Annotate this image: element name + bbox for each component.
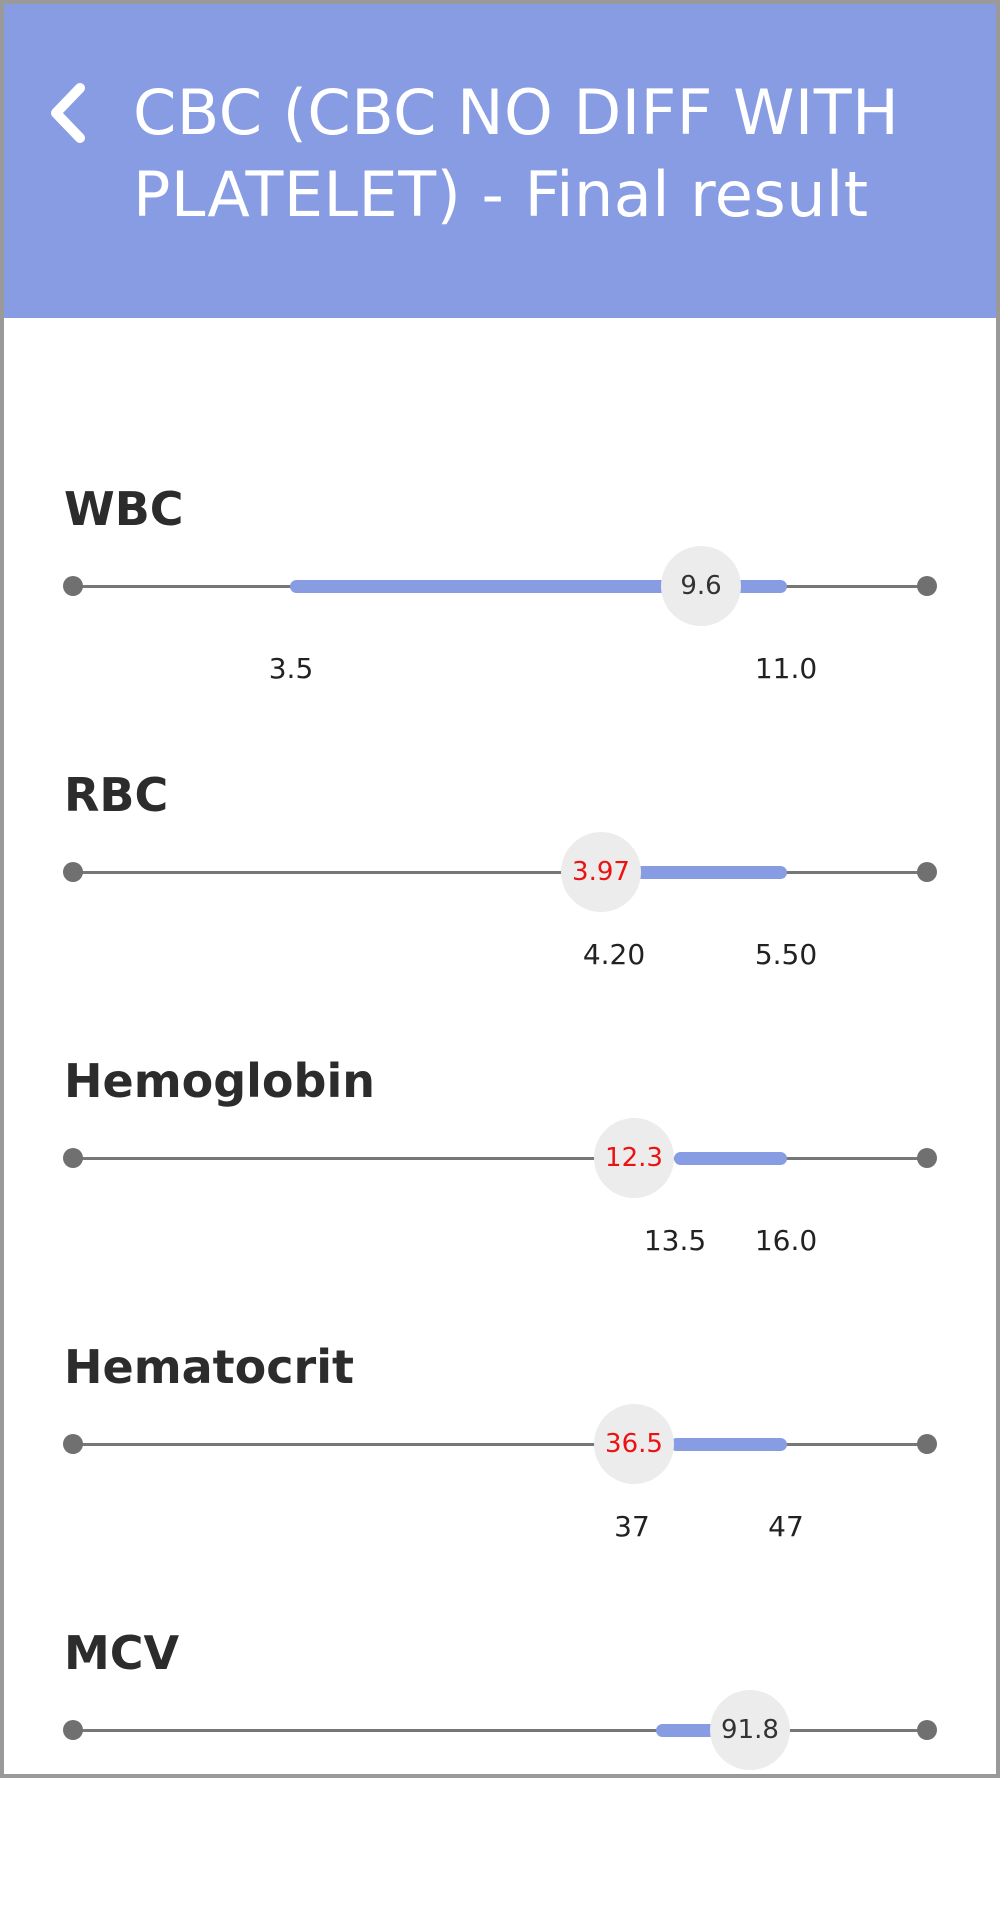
range-low-label: 3.5 — [268, 652, 314, 685]
track-start-dot — [63, 576, 83, 596]
result-name: MCV — [64, 1626, 180, 1680]
range-track — [73, 1443, 927, 1446]
range-track — [73, 1729, 927, 1732]
result-row-hematocrit: Hematocrit 36.5 37 47 — [0, 1340, 1000, 1626]
app-header: CBC (CBC NO DIFF WITH PLATELET) - Final … — [0, 0, 1000, 318]
page-title: CBC (CBC NO DIFF WITH PLATELET) - Final … — [133, 76, 900, 231]
range-high-label: 5.50 — [754, 938, 818, 971]
result-row-hemoglobin: Hemoglobin 12.3 13.5 16.0 — [0, 1054, 1000, 1340]
value-bubble: 36.5 — [594, 1404, 674, 1484]
range-low-label: 13.5 — [643, 1224, 707, 1257]
result-name: Hematocrit — [64, 1340, 354, 1394]
track-end-dot — [917, 1434, 937, 1454]
normal-range-bar — [674, 1152, 787, 1165]
result-row-rbc: RBC 3.97 4.20 5.50 — [0, 768, 1000, 1054]
value-bubble: 12.3 — [594, 1118, 674, 1198]
value-bubble: 91.8 — [710, 1690, 790, 1770]
range-low-label: 4.20 — [582, 938, 646, 971]
track-end-dot — [917, 1148, 937, 1168]
result-name: WBC — [64, 482, 184, 536]
range-track — [73, 1157, 927, 1160]
track-start-dot — [63, 1720, 83, 1740]
value-bubble: 9.6 — [661, 546, 741, 626]
result-row-wbc: WBC 9.6 3.5 11.0 — [0, 482, 1000, 768]
result-name: Hemoglobin — [64, 1054, 375, 1108]
back-button[interactable] — [44, 78, 104, 148]
normal-range-bar — [615, 866, 787, 879]
range-high-label: 16.0 — [754, 1224, 818, 1257]
value-bubble: 3.97 — [561, 832, 641, 912]
track-end-dot — [917, 862, 937, 882]
track-end-dot — [917, 1720, 937, 1740]
track-end-dot — [917, 576, 937, 596]
range-high-label: 11.0 — [754, 652, 818, 685]
normal-range-bar — [670, 1438, 787, 1451]
result-row-mcv: MCV 91.8 — [0, 1626, 1000, 1912]
range-high-label: 47 — [768, 1510, 804, 1543]
track-start-dot — [63, 1434, 83, 1454]
track-start-dot — [63, 862, 83, 882]
track-start-dot — [63, 1148, 83, 1168]
range-track — [73, 871, 927, 874]
chevron-left-icon — [51, 83, 85, 143]
result-name: RBC — [64, 768, 169, 822]
range-low-label: 37 — [614, 1510, 650, 1543]
